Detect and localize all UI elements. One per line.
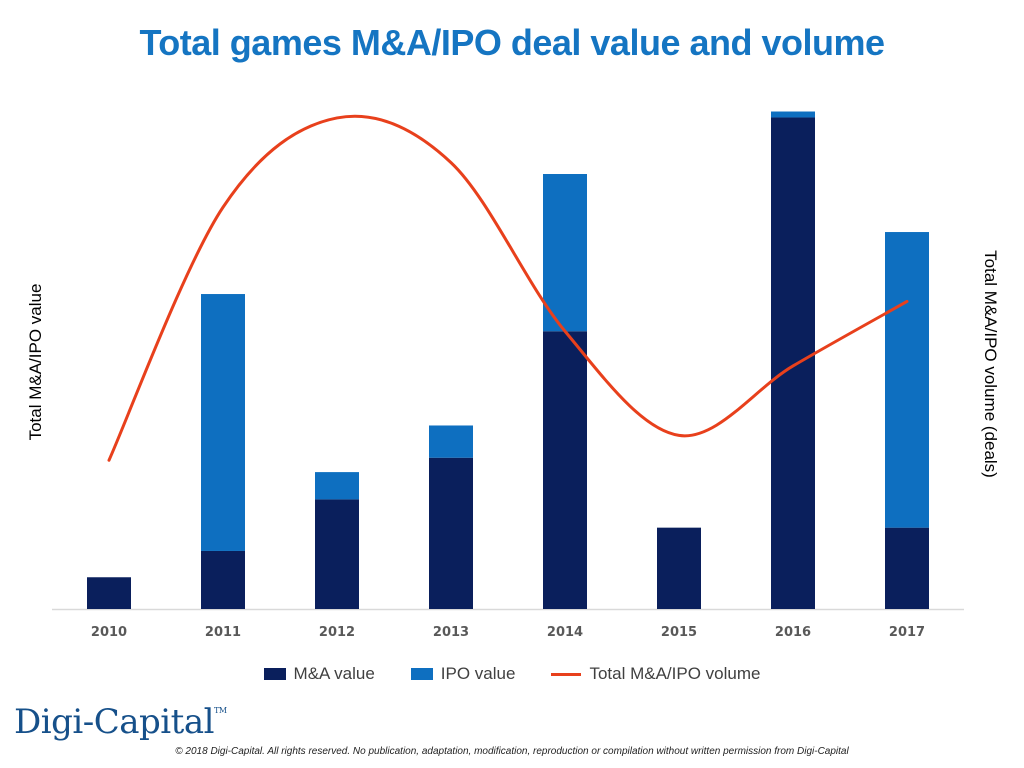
digi-capital-logo: Digi-CapitalTM: [14, 702, 227, 742]
bar-m-a-value-2015: [657, 527, 701, 609]
legend-item-ma-value: M&A value: [263, 664, 375, 684]
line-total-volume: [107, 114, 909, 462]
legend-label-volume: Total M&A/IPO volume: [589, 664, 761, 683]
x-tick-label-2016: 2016: [775, 625, 811, 640]
x-tick-label-2013: 2013: [433, 625, 469, 640]
x-tick-label-2014: 2014: [547, 625, 583, 640]
chart-legend: M&A value IPO value Total M&A/IPO volume: [0, 664, 1024, 684]
logo-text: Digi-Capital: [14, 702, 215, 742]
x-tick-label-2011: 2011: [205, 625, 241, 640]
bar-m-a-value-2017: [885, 527, 929, 609]
bar-m-a-value-2010: [87, 577, 131, 609]
legend-swatch-ma-value: [263, 668, 286, 680]
legend-item-volume: Total M&A/IPO volume: [551, 664, 760, 684]
copyright-notice: © 2018 Digi-Capital. All rights reserved…: [175, 746, 849, 757]
bar-ipo-value-2017: [885, 232, 929, 528]
chart-plot: 2010 2011 2012 2013 2014 2015 2016 2017: [52, 111, 964, 640]
x-tick-label-2010: 2010: [91, 625, 127, 640]
bar-m-a-value-2016: [771, 117, 815, 610]
bar-ipo-value-2013: [429, 425, 473, 458]
logo-trademark: TM: [214, 706, 227, 715]
bar-ipo-value-2012: [315, 472, 359, 500]
bar-m-a-value-2011: [201, 550, 245, 609]
x-tick-label-2015: 2015: [661, 625, 697, 640]
legend-label-ma-value: M&A value: [293, 664, 375, 683]
legend-swatch-volume: [551, 672, 582, 676]
legend-item-ipo-value: IPO value: [410, 664, 516, 684]
bar-ipo-value-2016: [771, 111, 815, 118]
bar-m-a-value-2013: [429, 457, 473, 609]
legend-label-ipo-value: IPO value: [440, 664, 516, 683]
x-tick-label-2012: 2012: [319, 625, 355, 640]
bar-ipo-value-2011: [201, 294, 245, 551]
legend-swatch-ipo-value: [410, 668, 433, 680]
x-tick-label-2017: 2017: [889, 625, 925, 640]
chart-title: Total games M&A/IPO deal value and volum…: [139, 22, 885, 63]
bar-m-a-value-2014: [543, 331, 587, 609]
bar-ipo-value-2014: [543, 174, 587, 332]
bar-m-a-value-2012: [315, 499, 359, 609]
